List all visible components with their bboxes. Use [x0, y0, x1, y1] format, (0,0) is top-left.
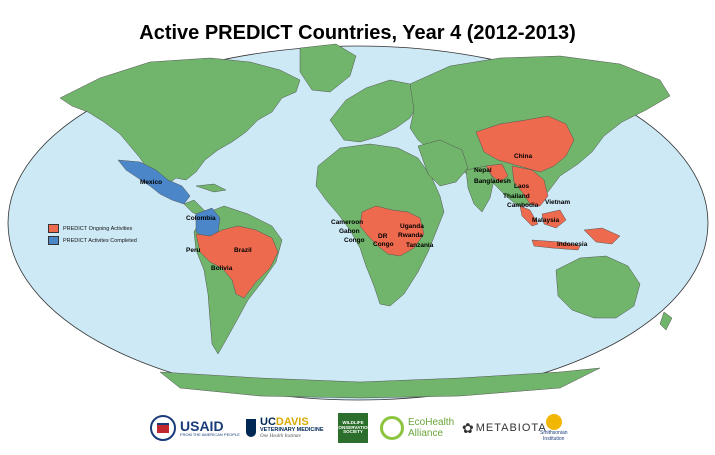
middle-east-landmass [417, 139, 469, 187]
legend-item-completed: PREDICT Activites Completed [48, 236, 137, 245]
antarctica-landmass [159, 367, 601, 399]
new-guinea-landmass [583, 227, 621, 245]
smithsonian-sun-icon [545, 414, 562, 430]
ucdavis-shield-icon [246, 419, 256, 437]
malaysia-region [519, 205, 539, 227]
map-title: Active PREDICT Countries, Year 4 (2012-2… [139, 22, 576, 44]
label-laos: Laos [514, 183, 530, 190]
usaid-seal-icon [150, 415, 176, 441]
north-america-landmass [59, 57, 301, 185]
usaid-wordmark: USAID [180, 418, 224, 434]
legend-swatch-completed [48, 236, 59, 245]
label-brazil: Brazil [234, 247, 252, 254]
ecohealth-logo: EcoHealth Alliance [380, 408, 454, 448]
southeast-asia-region [511, 165, 549, 207]
map-legend: PREDICT Ongoing Activities PREDICT Activ… [48, 224, 137, 248]
new-zealand-landmass [659, 311, 673, 331]
greenland-landmass [299, 43, 357, 93]
smithsonian-line2: Institution [543, 436, 565, 442]
label-dr-congo-line2: Congo [373, 241, 394, 248]
label-uganda: Uganda [400, 223, 424, 230]
label-colombia: Colombia [186, 215, 216, 222]
legend-item-ongoing: PREDICT Ongoing Activities [48, 224, 137, 233]
label-peru: Peru [186, 247, 200, 254]
caribbean-landmass [195, 183, 227, 193]
ucdavis-logo: UCDAVIS VETERINARY MEDICINE One Health I… [246, 408, 324, 448]
ucdavis-uc: UC [260, 415, 276, 428]
indonesia-region [541, 209, 567, 229]
ucdavis-subtitle-2: One Health Institute [260, 434, 301, 440]
label-congo: Congo [344, 237, 365, 244]
australia-landmass [555, 255, 641, 319]
label-china: China [514, 153, 532, 160]
label-bangladesh: Bangladesh [474, 178, 511, 185]
label-malaysia: Malaysia [532, 217, 559, 224]
wcs-logo: WILDLIFE CONSERVATION SOCIETY [335, 408, 371, 448]
label-vietnam: Vietnam [545, 199, 570, 206]
usaid-tagline: FROM THE AMERICAN PEOPLE [180, 432, 240, 437]
label-mexico: Mexico [140, 179, 162, 186]
label-nepal: Nepal [474, 167, 492, 174]
label-cameroon: Cameroon [331, 219, 363, 226]
ecohealth-line2: Alliance [408, 428, 444, 439]
china-region [475, 115, 575, 173]
metabiota-flower-icon: ✿ [462, 419, 474, 436]
legend-label-completed: PREDICT Activites Completed [63, 237, 137, 244]
metabiota-logo: ✿ METABIOTA [462, 408, 547, 448]
smithsonian-line1: Smithsonian [540, 430, 568, 436]
ucdavis-subtitle: VETERINARY MEDICINE [260, 427, 324, 434]
central-africa-region [359, 205, 425, 257]
label-indonesia: Indonesia [557, 241, 588, 248]
label-rwanda: Rwanda [398, 232, 423, 239]
partner-logos: USAID FROM THE AMERICAN PEOPLE UCDAVIS V… [0, 408, 715, 455]
usaid-logo: USAID FROM THE AMERICAN PEOPLE [150, 408, 240, 448]
peru-brazil-bolivia-region [195, 225, 279, 299]
label-cambodia: Cambodia [507, 202, 539, 209]
label-gabon: Gabon [339, 228, 360, 235]
ecohealth-line1: EcoHealth [408, 417, 455, 428]
metabiota-wordmark: METABIOTA [475, 422, 547, 434]
ecohealth-ring-icon [380, 416, 404, 440]
ucdavis-davis: DAVIS [275, 415, 309, 428]
label-tanzania: Tanzania [406, 242, 434, 249]
wcs-wordmark: WILDLIFE CONSERVATION SOCIETY [335, 413, 371, 443]
label-dr-congo-line1: DR [378, 233, 388, 240]
smithsonian-logo: Smithsonian Institution [540, 408, 568, 448]
label-bolivia: Bolivia [211, 265, 233, 272]
legend-swatch-ongoing [48, 224, 59, 233]
legend-label-ongoing: PREDICT Ongoing Activities [63, 225, 133, 232]
india-landmass [465, 165, 495, 213]
label-thailand: Thailand [503, 193, 530, 200]
indonesia-islands [531, 239, 581, 251]
